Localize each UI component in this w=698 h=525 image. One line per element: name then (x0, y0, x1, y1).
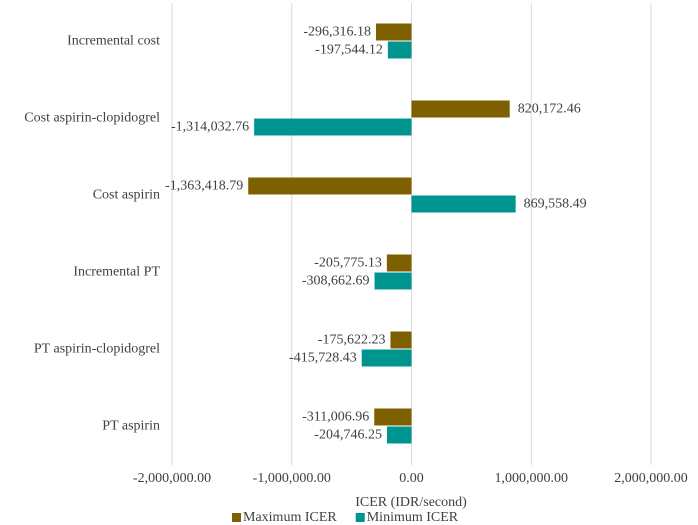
x-tick-label: -2,000,000.00 (133, 471, 211, 486)
bar (387, 41, 412, 59)
y-tick-label: Incremental PT (73, 265, 160, 280)
bar (386, 254, 412, 272)
x-axis-title: ICER (IDR/second) (355, 495, 467, 510)
legend-swatch (232, 513, 241, 522)
legend-label: Minimum ICER (367, 510, 459, 525)
legend-swatch (355, 513, 365, 522)
x-tick-label: 1,000,000.00 (495, 471, 569, 486)
x-tick-label: 2,000,000.00 (614, 471, 688, 486)
bar (254, 118, 412, 136)
y-tick-label: Cost aspirin-clopidogrel (24, 111, 160, 126)
bar (390, 331, 412, 349)
y-tick-label: Cost aspirin (93, 188, 160, 203)
data-label: 869,558.49 (524, 197, 587, 212)
y-tick-label: Incremental cost (67, 34, 160, 49)
x-tick-label: -1,000,000.00 (253, 471, 331, 486)
bar (374, 408, 412, 426)
bar (361, 349, 412, 367)
legend-label: Maximum ICER (243, 510, 337, 525)
data-label: -415,728.43 (289, 351, 357, 366)
data-label: -296,316.18 (303, 25, 371, 40)
data-label: -205,775.13 (314, 256, 382, 271)
bar (248, 177, 412, 195)
data-label: -204,746.25 (314, 428, 382, 443)
data-label: -311,006.96 (302, 410, 369, 425)
bar (386, 426, 412, 444)
bar (411, 195, 516, 213)
bar (376, 23, 412, 41)
bar (411, 100, 510, 118)
data-label: -197,544.12 (315, 43, 383, 58)
data-label: 820,172.46 (518, 102, 581, 117)
data-label: -308,662.69 (302, 274, 370, 289)
bar (374, 272, 412, 290)
data-label: -175,622.23 (318, 333, 386, 348)
y-tick-label: PT aspirin (102, 419, 160, 434)
x-tick-label: 0.00 (399, 471, 424, 486)
data-label: -1,363,418.79 (165, 179, 243, 194)
data-label: -1,314,032.76 (171, 120, 249, 135)
y-tick-label: PT aspirin-clopidogrel (34, 342, 160, 357)
